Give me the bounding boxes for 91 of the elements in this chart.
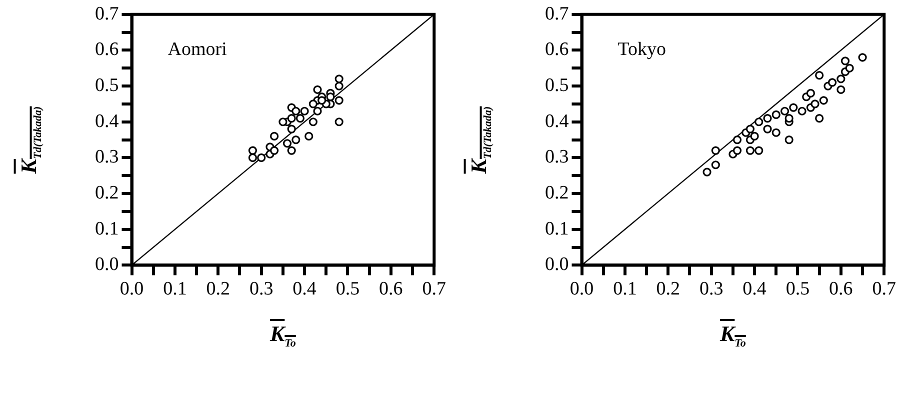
x-tick-label: 0.0 [120, 278, 144, 300]
y-tick-label: 0.3 [545, 146, 569, 168]
point [304, 132, 314, 141]
point [287, 146, 296, 155]
point [702, 168, 712, 176]
point [334, 96, 344, 105]
point [287, 114, 296, 123]
point [840, 56, 850, 66]
point [732, 146, 742, 155]
y-tick-label: 0.1 [95, 218, 119, 240]
point [772, 110, 780, 120]
x-tick-label: 0.1 [163, 278, 187, 300]
x-tick-label: 0.4 [292, 278, 317, 300]
point [754, 146, 764, 155]
y-tick-label: 0.6 [545, 39, 569, 60]
point [810, 100, 820, 108]
point [711, 146, 720, 155]
point [282, 139, 292, 148]
point [292, 106, 300, 116]
point [780, 106, 790, 116]
point [296, 114, 305, 123]
point [326, 92, 335, 102]
point [308, 100, 318, 108]
point [828, 78, 837, 87]
x-tick-label: 0.3 [249, 278, 274, 300]
x-tick-label: 0.0 [570, 278, 594, 300]
x-tick-label: 0.7 [872, 278, 896, 300]
point [300, 106, 309, 116]
point [313, 85, 322, 94]
point [732, 136, 742, 144]
point [248, 146, 257, 155]
point [772, 128, 780, 137]
x-tick-label: 0.6 [829, 278, 853, 300]
point [754, 118, 764, 126]
point [763, 114, 772, 123]
y-tick-label: 0.2 [545, 182, 569, 204]
y-tick-label: 0.4 [545, 110, 570, 132]
point [287, 124, 296, 134]
x-axis-title: K$_{To}$ [270, 321, 296, 350]
point [836, 74, 846, 84]
point [763, 124, 772, 134]
point [334, 74, 344, 84]
point [746, 146, 755, 155]
point [819, 96, 828, 105]
point [318, 96, 326, 105]
point [750, 132, 759, 141]
y-tick-label: 0.1 [545, 218, 569, 240]
point [270, 146, 279, 155]
point [789, 103, 798, 112]
annotation: Aomori [168, 38, 227, 60]
annotation: Tokyo [618, 38, 666, 60]
x-tick-label: 0.4 [742, 278, 767, 300]
point [278, 118, 288, 126]
y-tick-label: 0.5 [545, 75, 569, 96]
y-tick-label: 0.7 [545, 3, 569, 24]
point [806, 88, 815, 98]
y-tick-label: 0.0 [545, 254, 569, 276]
y-tick-label: 0.3 [95, 146, 119, 168]
point [334, 82, 344, 90]
point [784, 114, 794, 123]
y-tick-label: 0.4 [95, 110, 120, 132]
point [815, 114, 824, 123]
point [292, 136, 300, 144]
x-tick-label: 0.5 [336, 278, 360, 300]
x-tick-label: 0.1 [613, 278, 637, 300]
x-tick-label: 0.6 [379, 278, 403, 300]
x-tick-label: 0.2 [656, 278, 680, 300]
y-tick-label: 0.2 [95, 182, 119, 204]
point [845, 64, 854, 72]
point [711, 160, 720, 170]
x-axis-title: K$_{To}$ [720, 321, 746, 350]
point [836, 85, 846, 94]
y-tick-label: 0.5 [95, 75, 119, 96]
x-tick-label: 0.5 [786, 278, 810, 300]
point [334, 118, 344, 126]
y-tick-label: 0.6 [95, 39, 119, 60]
point [308, 118, 318, 126]
point [257, 153, 266, 162]
point [248, 153, 257, 162]
y-tick-label: 0.7 [95, 3, 119, 24]
point [313, 106, 322, 116]
x-tick-label: 0.2 [206, 278, 230, 300]
point [270, 132, 279, 141]
point [798, 106, 806, 116]
y-tick-label: 0.0 [95, 254, 119, 276]
x-tick-label: 0.3 [699, 278, 724, 300]
point [815, 71, 824, 80]
point [784, 136, 794, 144]
point [746, 124, 755, 134]
x-tick-label: 0.7 [422, 278, 446, 300]
point [858, 53, 867, 62]
